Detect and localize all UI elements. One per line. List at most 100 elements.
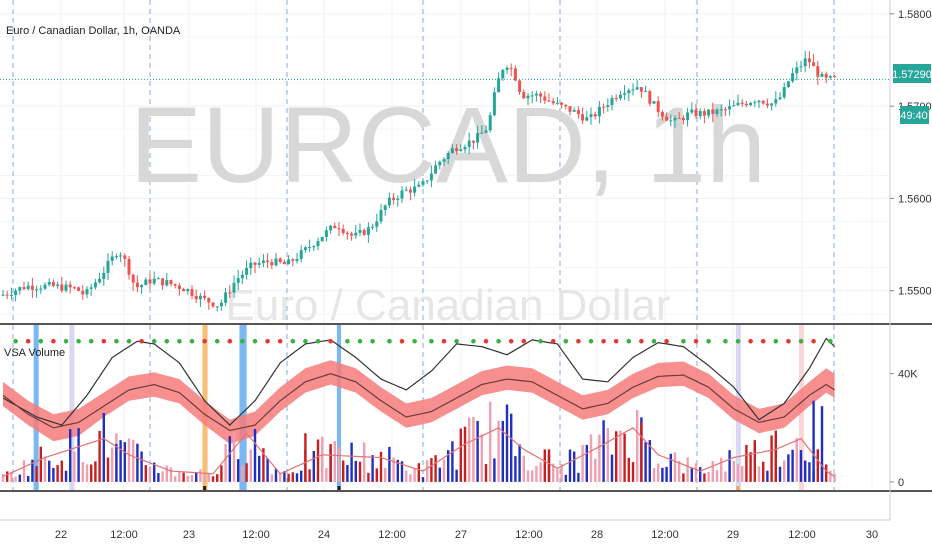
volume-bar [169,467,173,482]
signal-dot [315,338,321,344]
signal-dot [811,338,816,344]
candle-body [60,284,64,291]
signal-dot [626,338,632,344]
candle-body [744,103,748,106]
volume-bar [316,439,320,482]
signal-dot [277,338,283,344]
volume-bar [631,462,635,482]
volume-bar [64,470,68,482]
volume-bar [388,446,391,482]
candle-body [488,115,492,131]
volume-bar [321,436,324,482]
volume-bar [598,434,601,482]
candle-body [673,117,677,121]
volume-bar [413,468,416,482]
watermark-symbol: EURCAD, 1h [130,84,766,205]
candle-body [593,114,597,117]
volume-bar [144,465,147,482]
candle-body [467,140,471,148]
signal-dot [151,338,157,344]
signal-dot [773,338,779,344]
volume-bar [623,433,626,482]
signal-dot [240,338,245,344]
candle-body [135,282,139,288]
volume-bar [699,467,702,482]
signal-dot [651,338,657,344]
volume-bar [501,420,504,482]
volume-bar [421,477,425,482]
volume-bar [354,460,357,482]
time-axis-label: 12:00 [110,529,138,541]
candle-body [719,109,723,111]
candle-body [501,69,505,79]
last-price-badge [893,64,931,83]
candle-body [560,102,564,105]
volume-bar [468,417,471,482]
signal-dot [177,338,182,344]
candle-body [1,294,5,296]
candle-body [270,262,274,266]
candle-body [438,161,442,166]
time-axis-label: 24 [318,529,330,541]
volume-bar [94,461,97,482]
candle-body [669,120,673,122]
price-axis-label: 1.58000 [898,9,932,21]
candle-body [677,117,681,119]
volume-bar [804,460,807,482]
price-axis-label: 1.56000 [898,193,932,205]
candle-body [513,68,517,81]
candle-body [450,148,454,153]
candle-body [614,97,618,99]
volume-bar [820,406,824,482]
volume-bar [228,436,231,482]
volume-bar [295,473,299,482]
candle-body [547,100,551,102]
volume-bar [266,458,269,482]
volume-bar [720,457,723,482]
signal-dot [412,338,417,344]
volume-bar [346,465,349,482]
volume-bar [363,442,366,482]
volume-bar [745,444,748,482]
candle-body [186,289,190,292]
signal-dot [25,338,31,344]
volume-bar [312,450,315,482]
volume-bar [451,441,454,482]
volume-bar [90,464,93,482]
volume-bar [85,464,89,482]
candle-body [85,288,89,295]
signal-dot [370,338,375,344]
volume-bar [237,459,240,482]
volume-bar [119,440,122,482]
candle-body [140,285,144,288]
volume-bar [375,468,378,482]
volume-bar [39,446,42,482]
volume-bar [18,474,21,482]
candle-body [509,67,513,69]
volume-bar [56,465,59,482]
signal-dot [601,338,606,344]
volume-bar [384,468,387,482]
volume-bar [547,449,551,482]
candle-body [114,256,118,258]
candle-body [753,102,757,104]
candle-body [161,278,165,286]
candle-body [324,230,328,237]
volume-bar [140,451,143,482]
volume-bar [799,450,803,482]
volume-bar [69,429,72,482]
candle-body [333,225,337,229]
candle-body [417,184,421,187]
session-marker [203,486,207,490]
volume-bar [434,455,437,482]
signal-dot [227,338,233,344]
volume-bar [300,470,303,482]
candle-body [480,132,484,134]
candle-body [736,102,740,106]
candle-body [358,230,362,233]
candle-body [774,99,778,104]
volume-bar [770,435,773,482]
candle-body [455,148,459,152]
signal-dot [399,338,405,344]
candle-body [610,97,614,106]
